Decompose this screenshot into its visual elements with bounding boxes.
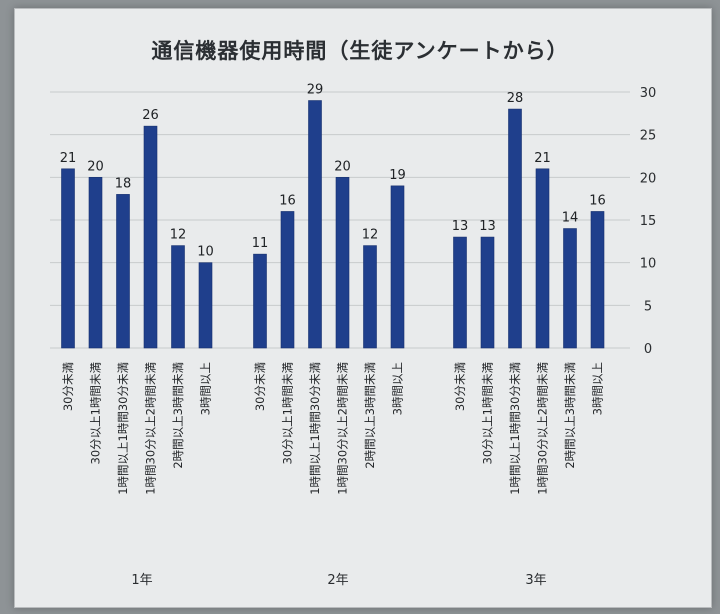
category-label: 2時間以上3時間未満	[363, 362, 377, 469]
category-label: 2時間以上3時間未満	[171, 362, 185, 469]
data-label: 12	[362, 228, 379, 243]
bar-g3-c2	[480, 236, 495, 349]
category-label: 30分未満	[253, 362, 267, 411]
bar-g3-c5	[563, 228, 577, 349]
category-label: 1時間30分以上2時間未満	[536, 362, 550, 495]
data-label: 21	[534, 151, 551, 166]
category-label: 1時間以上1時間30分未満	[508, 362, 522, 495]
y-tick-label: 5	[644, 299, 652, 314]
category-label: 30分未満	[61, 362, 75, 411]
category-label: 30分以上1時間未満	[89, 362, 103, 464]
bar-g1-c6	[198, 262, 213, 349]
category-label: 2時間以上3時間未満	[563, 362, 577, 469]
data-label: 14	[562, 211, 579, 226]
data-label: 10	[197, 245, 214, 260]
y-tick-label: 0	[644, 342, 652, 357]
data-label: 29	[307, 83, 324, 98]
data-label: 28	[507, 91, 524, 106]
category-label: 30分未満	[453, 362, 467, 411]
bar-g2-c1	[253, 253, 267, 349]
group-label: 3年	[525, 573, 546, 588]
y-tick-label: 15	[640, 214, 657, 229]
bar-g2-c2	[280, 211, 295, 349]
data-label: 20	[87, 159, 104, 174]
bar-g1-c4	[143, 125, 158, 349]
data-label: 20	[334, 159, 351, 174]
bar-g3-c4	[535, 168, 550, 349]
chart-title: 通信機器使用時間（生徒アンケートから）	[151, 39, 569, 63]
bar-g1-c2	[88, 177, 103, 349]
y-tick-label: 10	[640, 257, 657, 272]
group-label: 1年	[131, 573, 152, 588]
data-label: 16	[279, 193, 296, 208]
bar-g2-c6	[390, 185, 405, 349]
bar-g1-c5	[171, 245, 185, 349]
y-tick-label: 25	[640, 129, 657, 144]
category-label: 3時間以上	[591, 362, 605, 415]
category-label: 30分以上1時間未満	[481, 362, 495, 464]
data-label: 12	[170, 228, 187, 243]
category-label: 3時間以上	[391, 362, 405, 415]
data-label: 19	[389, 168, 406, 183]
category-label: 3時間以上	[199, 362, 213, 415]
category-label: 1時間30分以上2時間未満	[336, 362, 350, 495]
bar-g2-c4	[335, 177, 350, 349]
bar-g2-c5	[363, 245, 377, 349]
y-tick-label: 30	[640, 86, 657, 101]
bar-g2-c3	[308, 100, 322, 349]
category-label: 1時間以上1時間30分未満	[116, 362, 130, 495]
category-label: 1時間30分以上2時間未満	[144, 362, 158, 495]
bar-g1-c1	[61, 168, 75, 349]
bar-g3-c3	[508, 108, 522, 349]
category-label: 30分以上1時間未満	[281, 362, 295, 464]
data-label: 16	[589, 193, 606, 208]
data-label: 11	[252, 236, 269, 251]
bar-g3-c6	[590, 211, 605, 349]
data-label: 18	[115, 176, 132, 191]
data-label: 13	[452, 219, 469, 234]
data-label: 21	[60, 151, 77, 166]
group-label: 2年	[327, 573, 348, 588]
category-label: 1時間以上1時間30分未満	[308, 362, 322, 495]
data-label: 13	[479, 219, 496, 234]
data-label: 26	[142, 108, 159, 123]
bar-g1-c3	[116, 194, 130, 349]
y-tick-label: 20	[640, 171, 657, 186]
bar-g3-c1	[453, 236, 467, 349]
